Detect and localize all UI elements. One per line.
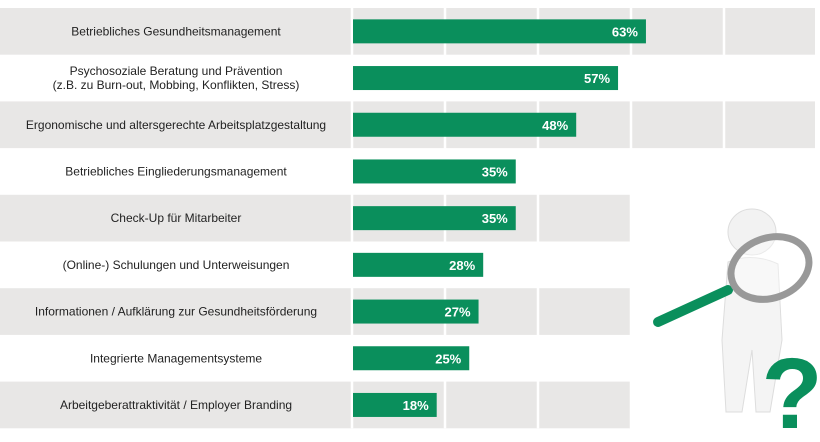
bar (353, 66, 619, 91)
bar (353, 252, 484, 277)
value-label: 35% (482, 211, 508, 226)
category-label-line: Integrierte Managementsysteme (90, 351, 262, 365)
value-label: 18% (403, 398, 429, 413)
category-label: Betriebliches Gesundheitsmanagement (71, 24, 281, 38)
person-with-magnifier-question-mark-icon: ? (653, 208, 820, 442)
category-label-line: Arbeitgeberattraktivität / Employer Bran… (60, 398, 292, 412)
category-label-line: (z.B. zu Burn-out, Mobbing, Konflikten, … (53, 78, 300, 92)
category-label: Arbeitgeberattraktivität / Employer Bran… (60, 398, 292, 412)
bar (353, 112, 577, 137)
category-label: Betriebliches Eingliederungsmanagement (65, 164, 287, 178)
category-label-line: Ergonomische und altersgerechte Arbeitsp… (26, 118, 326, 132)
category-label-line: Betriebliches Gesundheitsmanagement (71, 24, 281, 38)
category-label: Integrierte Managementsysteme (90, 351, 262, 365)
bar (353, 159, 516, 184)
category-label-line: Psychosoziale Beratung und Prävention (70, 64, 283, 78)
bar (353, 19, 646, 44)
category-label-line: Betriebliches Eingliederungsmanagement (65, 164, 287, 178)
row-band (0, 194, 630, 242)
value-label: 25% (435, 351, 461, 366)
value-label: 27% (445, 305, 471, 320)
bar (353, 346, 470, 371)
magnifier-ring (727, 233, 813, 303)
value-label: 28% (449, 258, 475, 273)
category-label: Ergonomische und altersgerechte Arbeitsp… (26, 118, 326, 132)
category-label-line: (Online-) Schulungen und Unterweisungen (63, 258, 290, 272)
category-label-line: Informationen / Aufklärung zur Gesundhei… (35, 305, 317, 319)
bar (353, 299, 479, 324)
bar (353, 206, 516, 231)
row-band (0, 381, 630, 429)
category-label: Check-Up für Mitarbeiter (111, 211, 242, 225)
category-label: Psychosoziale Beratung und Prävention (z.… (53, 64, 300, 92)
bar (353, 392, 437, 417)
value-label: 63% (612, 24, 638, 39)
value-label: 35% (482, 164, 508, 179)
category-label: Informationen / Aufklärung zur Gesundhei… (35, 305, 317, 319)
row-band (0, 288, 630, 335)
magnifier-handle (653, 285, 733, 327)
question-mark: ? (761, 338, 820, 442)
category-label: (Online-) Schulungen und Unterweisungen (63, 258, 290, 272)
head (727, 208, 777, 256)
value-label: 57% (584, 71, 610, 86)
category-label-line: Check-Up für Mitarbeiter (111, 211, 242, 225)
value-label: 48% (542, 118, 568, 133)
